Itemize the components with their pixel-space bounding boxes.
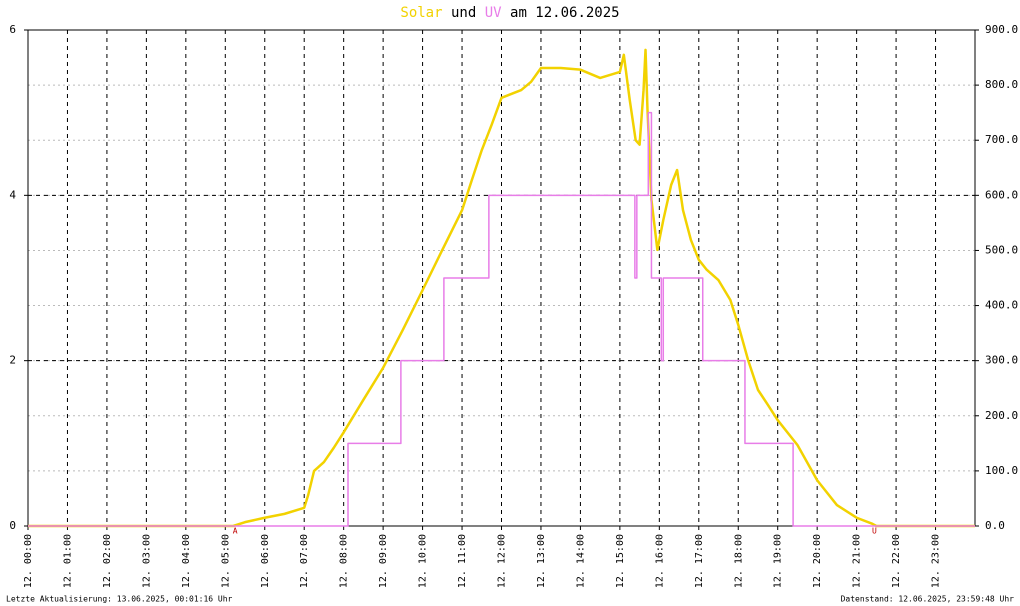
- x-tick-label: 12. 20:00: [812, 534, 823, 588]
- x-tick-label: 12. 23:00: [931, 534, 942, 588]
- x-tick-label: 12. 17:00: [694, 534, 705, 588]
- series-line: [28, 48, 975, 528]
- y2-tick-label: 400.0: [985, 299, 1018, 312]
- x-tick-label: 12. 08:00: [339, 534, 350, 588]
- x-tick-label: 12. 04:00: [181, 534, 192, 588]
- x-tick-label: 12. 06:00: [260, 534, 271, 588]
- x-tick-label: 12. 21:00: [852, 534, 863, 588]
- x-tick-label: 12. 14:00: [575, 534, 586, 588]
- footer-right: Datenstand: 12.06.2025, 23:59:48 Uhr: [841, 595, 1015, 604]
- y2-tick-label: 300.0: [985, 354, 1018, 367]
- plot-frame: [27, 29, 976, 527]
- x-tick-label: 12. 11:00: [457, 534, 468, 588]
- x-tick-label: 12. 07:00: [299, 534, 310, 588]
- x-tick-label: 12. 10:00: [418, 534, 429, 588]
- annotation: A: [233, 527, 238, 536]
- y2-tick-label: 500.0: [985, 243, 1018, 256]
- y2-tick-label: 200.0: [985, 409, 1018, 422]
- y2-tick-label: 0.0: [985, 519, 1005, 532]
- y2-tick-label: 900.0: [985, 23, 1018, 36]
- x-tick-label: 12. 19:00: [773, 534, 784, 588]
- y-tick-label: 6: [9, 23, 16, 36]
- y-tick-label: 0: [9, 519, 16, 532]
- y-tick-label: 4: [9, 188, 16, 201]
- x-tick-label: 12. 03:00: [141, 534, 152, 588]
- x-tick-label: 12. 16:00: [654, 534, 665, 588]
- x-tick-label: 12. 12:00: [497, 534, 508, 588]
- title-solar: Solar: [400, 5, 442, 21]
- title-rest: am 12.06.2025: [510, 5, 620, 21]
- x-tick-label: 12. 09:00: [378, 534, 389, 588]
- x-tick-label: 12. 01:00: [62, 534, 73, 588]
- x-tick-label: 12. 15:00: [615, 534, 626, 588]
- chart-title: Solar und UV am 12.06.2025: [400, 5, 619, 21]
- x-tick-label: 12. 18:00: [733, 534, 744, 588]
- y2-tick-label: 700.0: [985, 133, 1018, 146]
- x-tick-label: 12. 13:00: [536, 534, 547, 588]
- x-tick-label: 12. 05:00: [220, 534, 231, 588]
- footer-left: Letzte Aktualisierung: 13.06.2025, 00:01…: [6, 595, 233, 604]
- annotation: U: [872, 527, 877, 536]
- y-tick-label: 2: [9, 354, 16, 367]
- title-uv: UV: [485, 5, 502, 21]
- series-line: [28, 111, 975, 527]
- y2-tick-label: 600.0: [985, 188, 1018, 201]
- x-tick-label: 12. 00:00: [23, 534, 34, 588]
- title-joiner: und: [451, 5, 476, 21]
- y2-tick-label: 100.0: [985, 464, 1018, 477]
- y2-tick-label: 800.0: [985, 78, 1018, 91]
- x-tick-label: 12. 22:00: [891, 534, 902, 588]
- x-tick-label: 12. 02:00: [102, 534, 113, 588]
